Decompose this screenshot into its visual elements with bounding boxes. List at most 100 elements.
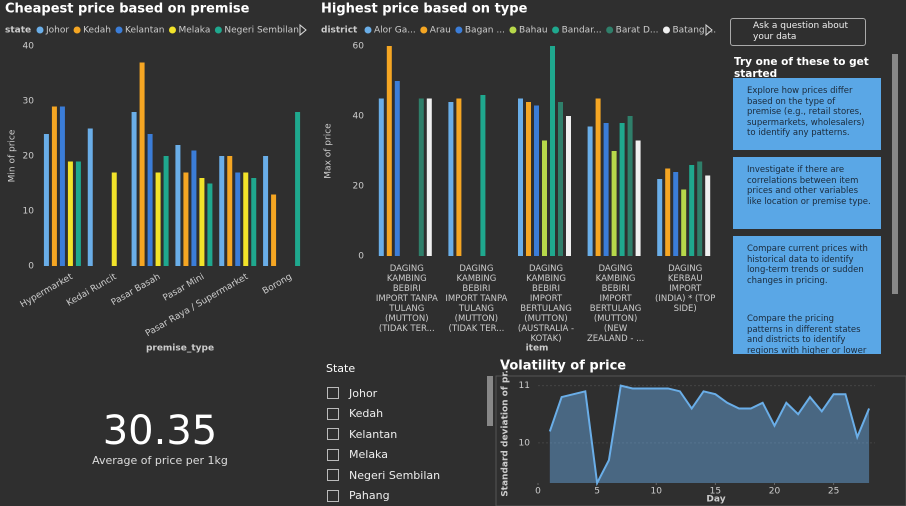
x-tick-label: DAGING KAMBING BEBIRI IMPORT TANPA TULAN… [375, 264, 438, 334]
y-tick-label: 30 [23, 97, 35, 107]
bar [243, 172, 249, 266]
checkbox[interactable] [327, 428, 339, 441]
x-tick-label: 15 [710, 487, 721, 497]
slicer-item[interactable]: Kedah [322, 404, 494, 425]
x-tick-label: Borong [261, 272, 294, 297]
bar [147, 134, 153, 266]
bar [271, 194, 277, 266]
chart-title: Cheapest price based on premise [5, 2, 250, 17]
bar [251, 178, 257, 266]
legend-label: Melaka [178, 26, 210, 36]
bar [619, 123, 625, 256]
bar [635, 140, 641, 256]
line [548, 384, 871, 487]
slicer-scrollbar [487, 376, 493, 426]
bar [175, 145, 181, 266]
bar [689, 165, 695, 256]
legend-marker [606, 26, 614, 34]
qa-panel: Ask a question about your data Try one o… [726, 16, 904, 354]
legend-title: state [5, 26, 31, 36]
bar [163, 156, 169, 266]
bar [456, 98, 462, 256]
bar [386, 46, 392, 256]
x-tick-label: DAGING KAMBING BEBIRI IMPORT BERTULANG (… [586, 264, 645, 344]
legend-marker [36, 26, 44, 34]
y-axis-label: Standard deviation of pr... [501, 363, 511, 497]
slicer-item[interactable]: Melaka [322, 445, 494, 466]
qa-heading: Try one of these to get started [734, 56, 869, 80]
legend-next[interactable] [705, 23, 713, 37]
slicer-item[interactable]: Negeri Sembilan [322, 465, 494, 486]
y-tick-label: 0 [358, 252, 364, 262]
y-axis-label: Min of price [8, 129, 18, 182]
x-tick-label: DAGING KAMBING BEBIRI IMPORT BERTULANG (… [517, 264, 575, 344]
legend-label: Bagan ... [465, 26, 505, 36]
bar [526, 102, 531, 256]
bar [394, 81, 400, 256]
suggestion[interactable]: Compare the pricing patterns in differen… [733, 306, 881, 354]
bar [558, 102, 563, 256]
checkbox[interactable] [327, 448, 339, 461]
bar [75, 161, 81, 266]
bar [681, 189, 687, 256]
bar [295, 112, 301, 266]
legend-marker [662, 26, 670, 34]
slicer-item[interactable]: Johor [322, 383, 494, 404]
bar [673, 172, 679, 256]
bar [657, 179, 663, 256]
checkbox[interactable] [327, 489, 339, 502]
bar [595, 98, 601, 256]
legend-label: Arau [430, 26, 451, 36]
slicer-label: Negeri Sembilan [349, 468, 441, 482]
bar [59, 106, 65, 266]
bar [587, 126, 593, 256]
suggestion[interactable]: Investigate if there are correlations be… [733, 157, 881, 229]
bar [426, 98, 432, 256]
legend-label: Alor Ga... [374, 26, 416, 36]
suggestion[interactable]: Compare current prices with historical d… [733, 236, 881, 308]
checkbox[interactable] [327, 469, 339, 482]
checkbox[interactable] [327, 407, 339, 420]
chart-title: Volatility of price [500, 359, 626, 374]
x-tick-label: 20 [769, 487, 781, 497]
bar [550, 46, 555, 256]
bar [199, 178, 205, 266]
bar [111, 172, 117, 266]
x-tick-label: Pasar Basah [110, 272, 163, 308]
legend-marker [115, 26, 123, 34]
bar [183, 172, 189, 266]
slicer-item[interactable]: Pahang [322, 486, 494, 506]
qa-button[interactable]: Ask a question about your data [730, 18, 866, 46]
suggestion[interactable]: Explore how prices differ based on the t… [733, 78, 881, 150]
legend-marker [168, 26, 176, 34]
slicer-item[interactable]: Kelantan [322, 424, 494, 445]
slicer-label: Kedah [349, 407, 384, 421]
bar [87, 128, 93, 266]
bar [207, 183, 213, 266]
legend-marker [455, 26, 463, 34]
bar [67, 161, 73, 266]
bar [191, 150, 197, 266]
x-tick-label: DAGING KERBAU IMPORT (INDIA) * (TOP SIDE… [655, 264, 716, 314]
legend-marker [420, 26, 428, 34]
bar [566, 116, 571, 256]
bar [227, 156, 233, 266]
bar [611, 151, 617, 256]
bar [51, 106, 57, 266]
x-axis-label: premise_type [146, 344, 214, 354]
checkbox[interactable] [327, 387, 339, 400]
bar [263, 156, 269, 266]
x-axis-label: item [526, 344, 549, 354]
legend-marker [73, 26, 81, 34]
bar [43, 134, 49, 266]
y-tick-label: 60 [353, 42, 365, 52]
slicer-label: Johor [349, 386, 378, 400]
state-slicer: State Johor Kedah Kelantan Melaka Negeri Sem… [322, 358, 494, 506]
bar [418, 98, 424, 256]
legend-label: Kedah [83, 26, 111, 36]
area-frame [495, 375, 906, 506]
bar [534, 105, 539, 256]
slicer-title: State [326, 362, 356, 375]
legend-next[interactable] [299, 23, 307, 37]
